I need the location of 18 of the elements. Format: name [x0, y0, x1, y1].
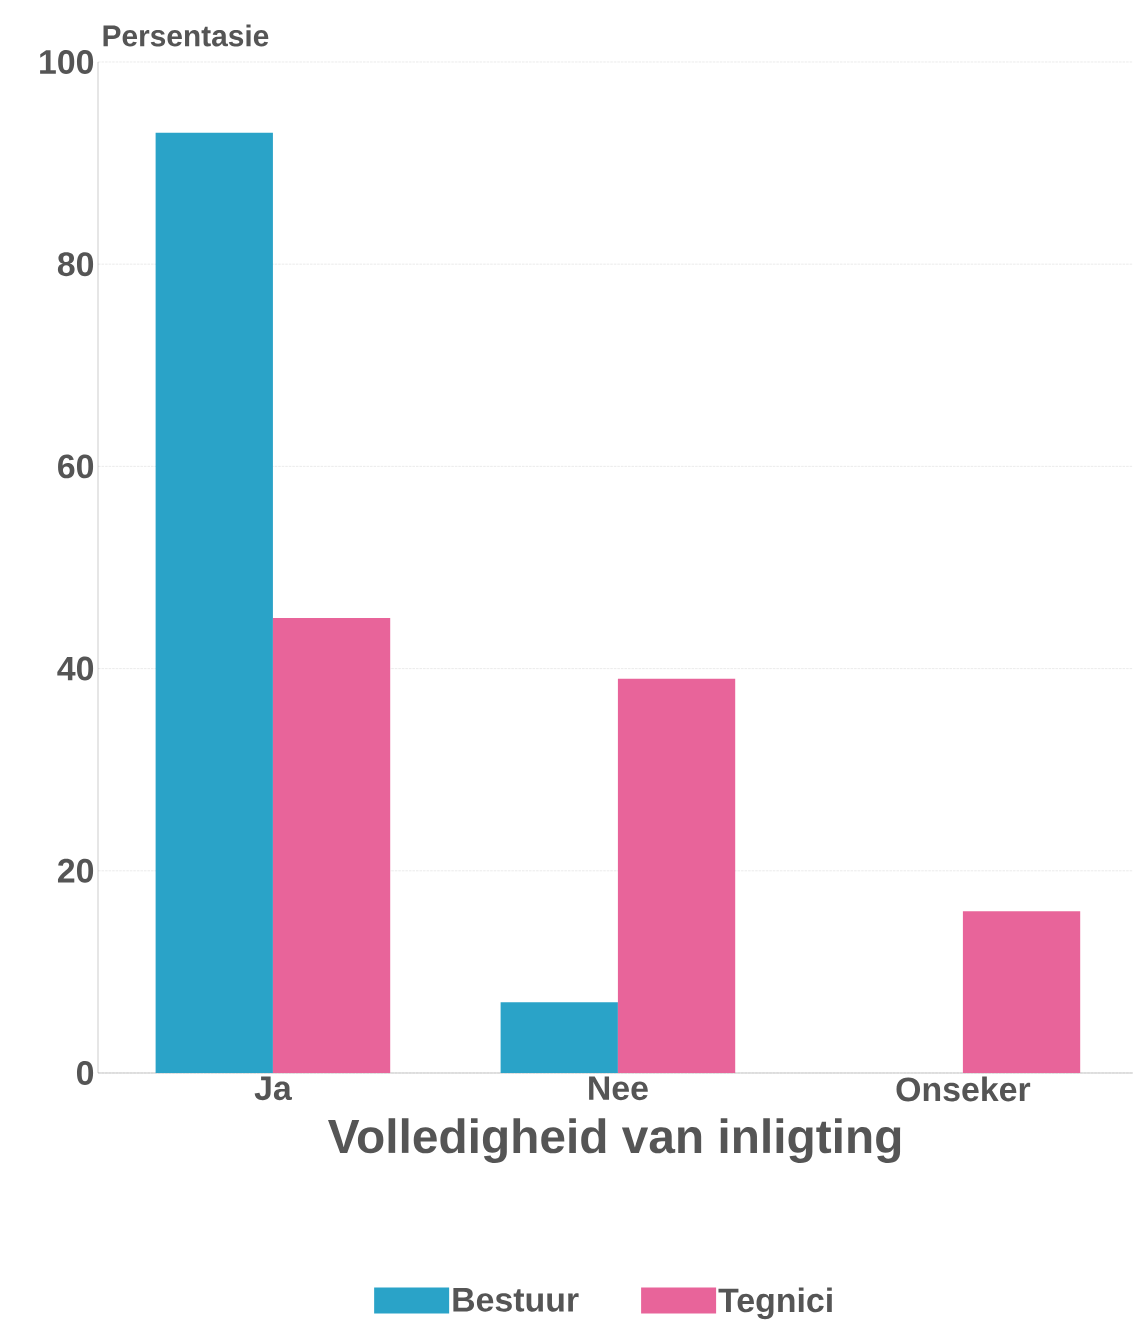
bar — [155, 132, 273, 1073]
bar — [272, 618, 391, 1073]
x-tick-label: Ja — [254, 1076, 292, 1101]
x-tick-label: Nee — [589, 1076, 648, 1101]
y-axis-title: Persentasie — [103, 24, 269, 47]
y-tick-label: 20 — [57, 858, 94, 883]
bar — [962, 911, 1081, 1073]
legend-label: Tegnici — [718, 1287, 832, 1320]
bar — [500, 1002, 618, 1073]
y-tick-label: 40 — [57, 656, 94, 681]
y-tick-label: 80 — [57, 252, 94, 277]
y-tick-label: 100 — [40, 49, 94, 74]
y-tick-label: 60 — [57, 454, 94, 479]
legend-label: Bestuur — [453, 1288, 579, 1312]
x-tick-label: Onseker — [896, 1076, 1031, 1102]
bar — [617, 678, 736, 1073]
y-tick-label: 0 — [76, 1060, 94, 1085]
x-axis-title: Volledigheid van inligting — [327, 1118, 901, 1164]
